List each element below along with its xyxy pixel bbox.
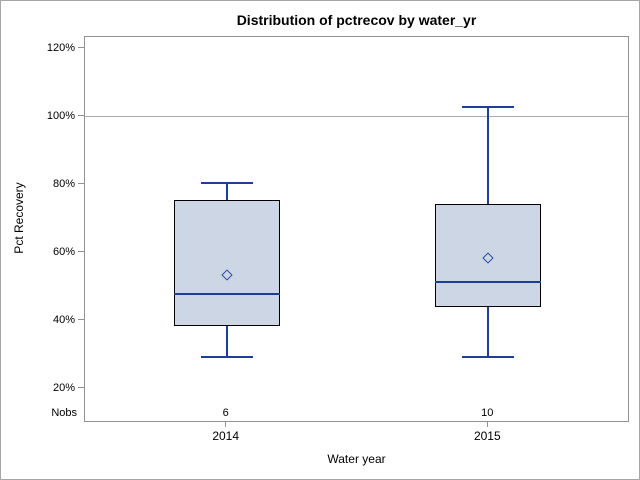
whisker-cap <box>200 355 253 358</box>
y-tick-mark <box>78 183 84 185</box>
median-line <box>173 292 280 295</box>
y-axis-title: Pct Recovery <box>12 182 26 254</box>
nobs-value: 6 <box>222 407 229 419</box>
y-tick-label: 20% <box>52 381 75 394</box>
y-tick-label: 120% <box>46 41 75 54</box>
y-tick-label: 60% <box>52 245 75 258</box>
x-tick-mark <box>486 422 488 427</box>
y-tick-mark <box>78 387 84 389</box>
iqr-box <box>435 203 542 308</box>
y-tick-mark <box>78 319 84 321</box>
x-category-label: 2014 <box>212 429 240 443</box>
chart-title: Distribution of pctrecov by water_yr <box>236 12 477 28</box>
reference-line-100pct <box>85 116 628 118</box>
iqr-box <box>173 200 280 327</box>
y-tick-label: 100% <box>46 109 75 122</box>
x-axis-title: Water year <box>327 452 386 466</box>
plot-area <box>84 36 629 422</box>
y-tick-label: 40% <box>52 313 75 326</box>
median-line <box>435 280 542 283</box>
x-tick-mark <box>225 422 227 427</box>
y-tick-mark <box>78 47 84 49</box>
whisker-cap <box>200 182 253 185</box>
y-tick-mark <box>78 115 84 117</box>
y-tick-mark <box>78 251 84 253</box>
y-tick-label: 80% <box>52 177 75 190</box>
x-category-label: 2015 <box>473 429 501 443</box>
whisker-cap <box>462 355 515 358</box>
nobs-row-label: Nobs <box>51 407 77 419</box>
nobs-value: 10 <box>481 407 494 419</box>
whisker-cap <box>462 105 515 108</box>
